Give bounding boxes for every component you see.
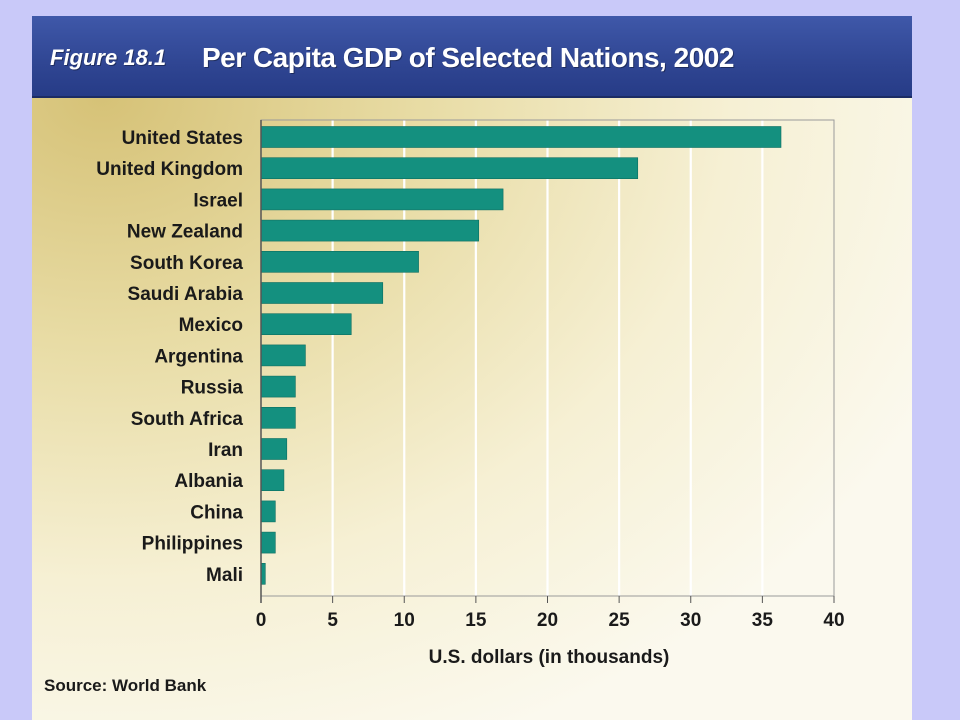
category-labels: United States United Kingdom Israel New Zea… [96,128,243,586]
bars [260,126,782,585]
source-note: Source: World Bank [44,676,207,695]
category-label: South Africa [131,409,244,430]
category-label: Russia [181,378,244,399]
bar [260,469,285,492]
bar-chart: United States United Kingdom Israel New Zea… [96,119,845,668]
category-label: Iran [208,440,243,461]
bar [260,251,419,273]
x-tick-labels: 0 5 10 15 20 25 30 35 40 [256,610,845,631]
category-label: United States [122,128,243,149]
bar [260,219,480,242]
category-label: Albania [174,471,243,492]
bar [260,344,306,367]
bar [260,531,276,554]
category-label: Philippines [142,534,243,555]
category-label: United Kingdom [96,159,243,180]
figure-label: Figure 18.1 [50,45,167,70]
bar [260,375,296,398]
figure-header: Figure 18.1 Per Capita GDP of Selected N… [32,16,912,98]
axes [260,119,835,603]
category-label: South Korea [130,253,243,274]
category-label: Mali [206,565,243,586]
category-label: New Zealand [127,222,243,243]
category-label: China [190,502,243,523]
x-tick-label: 20 [537,610,558,631]
bar [260,438,288,460]
x-tick-label: 35 [752,610,774,631]
figure-title: Per Capita GDP of Selected Nations, 2002 [202,42,734,73]
bar [260,313,352,336]
bar [260,500,276,523]
bar [260,126,782,148]
x-tick-label: 0 [256,610,267,631]
x-tick-label: 30 [680,610,701,631]
category-label: Argentina [154,346,243,367]
bar [260,157,639,179]
bar [260,188,504,211]
category-label: Mexico [179,315,243,336]
figure-panel: Figure 18.1 Per Capita GDP of Selected N… [32,16,912,720]
bar [260,282,384,304]
x-tick-label: 40 [823,610,844,631]
category-label: Saudi Arabia [128,284,244,305]
bar [260,406,296,429]
x-tick-label: 5 [327,610,338,631]
x-tick-label: 15 [465,610,487,631]
x-axis-title: U.S. dollars (in thousands) [429,647,670,668]
x-tick-label: 25 [609,610,631,631]
category-label: Israel [193,190,243,211]
x-tick-label: 10 [394,610,415,631]
